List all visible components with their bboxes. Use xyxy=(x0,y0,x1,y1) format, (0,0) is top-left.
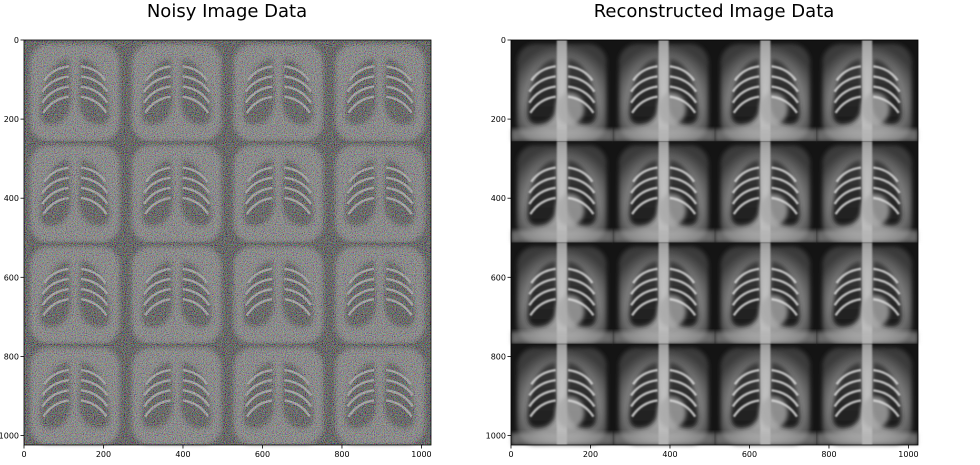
image-tile xyxy=(613,344,715,445)
y-tick-label: 1000 xyxy=(0,432,19,441)
reconstructed-y-ticks: 0 200 400 600 800 1000 xyxy=(486,36,511,441)
x-tick-label: 0 xyxy=(508,450,513,459)
image-tile xyxy=(816,344,918,445)
y-tick-label: 0 xyxy=(501,36,506,45)
reconstructed-axes-frame xyxy=(510,39,919,446)
image-tile xyxy=(816,141,918,242)
y-tick-label: 400 xyxy=(4,194,19,203)
y-tick-label: 0 xyxy=(14,36,19,45)
x-tick-label: 200 xyxy=(96,450,111,459)
image-tile xyxy=(613,141,715,242)
noise-overlay xyxy=(24,40,431,445)
image-tile xyxy=(715,141,817,242)
image-tile xyxy=(613,40,715,141)
y-tick-label: 200 xyxy=(491,115,506,124)
image-tile xyxy=(715,344,817,445)
noisy-image-grid xyxy=(24,40,431,445)
x-tick-label: 800 xyxy=(334,450,349,459)
image-tile xyxy=(511,141,613,242)
image-tile xyxy=(511,243,613,344)
noisy-axes-frame xyxy=(23,39,432,446)
x-tick-label: 600 xyxy=(255,450,270,459)
y-tick-label: 800 xyxy=(4,352,19,361)
x-tick-label: 200 xyxy=(583,450,598,459)
x-tick-label: 1000 xyxy=(411,450,431,459)
image-tile xyxy=(816,243,918,344)
y-tick-label: 1000 xyxy=(486,432,506,441)
y-tick-label: 200 xyxy=(4,115,19,124)
reconstructed-image-grid xyxy=(511,40,918,445)
noisy-y-ticks: 0 200 400 600 800 1000 xyxy=(0,36,24,441)
image-tile xyxy=(511,40,613,141)
x-tick-label: 600 xyxy=(742,450,757,459)
noisy-x-ticks: 0 200 400 600 800 1000 xyxy=(21,445,432,459)
reconstructed-panel-title: Reconstructed Image Data xyxy=(594,1,835,22)
x-tick-label: 400 xyxy=(175,450,190,459)
reconstructed-image-panel: Reconstructed Image Data 0 200 400 600 800 10… xyxy=(486,1,919,459)
image-tile xyxy=(816,40,918,141)
image-tile xyxy=(511,344,613,445)
x-tick-label: 1000 xyxy=(898,450,918,459)
x-tick-label: 800 xyxy=(821,450,836,459)
y-tick-label: 600 xyxy=(4,273,19,282)
image-tile xyxy=(715,243,817,344)
noisy-image-panel: Noisy Image Data 0 200 400 600 800 1000 0 200 4… xyxy=(0,1,432,459)
image-tile xyxy=(715,40,817,141)
y-tick-label: 600 xyxy=(491,273,506,282)
y-tick-label: 800 xyxy=(491,352,506,361)
y-tick-label: 400 xyxy=(491,194,506,203)
x-tick-label: 400 xyxy=(662,450,677,459)
noisy-panel-title: Noisy Image Data xyxy=(147,1,307,22)
reconstructed-x-ticks: 0 200 400 600 800 1000 xyxy=(508,445,919,459)
x-tick-label: 0 xyxy=(21,450,26,459)
image-tile xyxy=(613,243,715,344)
